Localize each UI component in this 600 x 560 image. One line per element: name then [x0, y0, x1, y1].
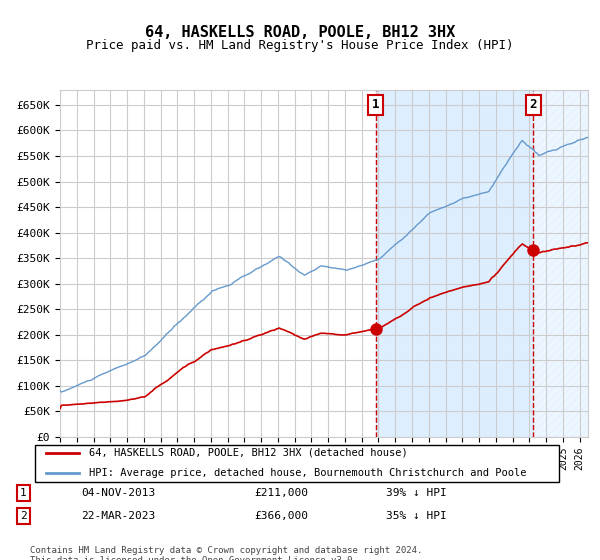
- Text: £211,000: £211,000: [254, 488, 308, 498]
- Text: 22-MAR-2023: 22-MAR-2023: [81, 511, 155, 521]
- Text: £366,000: £366,000: [254, 511, 308, 521]
- Bar: [376, 90, 533, 437]
- FancyBboxPatch shape: [35, 445, 559, 482]
- Text: 64, HASKELLS ROAD, POOLE, BH12 3HX (detached house): 64, HASKELLS ROAD, POOLE, BH12 3HX (deta…: [89, 448, 408, 458]
- Text: 2: 2: [529, 99, 537, 111]
- Text: 04-NOV-2013: 04-NOV-2013: [81, 488, 155, 498]
- Text: HPI: Average price, detached house, Bournemouth Christchurch and Poole: HPI: Average price, detached house, Bour…: [89, 468, 527, 478]
- Text: 2: 2: [20, 511, 27, 521]
- Text: 39% ↓ HPI: 39% ↓ HPI: [386, 488, 447, 498]
- Text: Contains HM Land Registry data © Crown copyright and database right 2024.
This d: Contains HM Land Registry data © Crown c…: [30, 546, 422, 560]
- Text: 1: 1: [372, 99, 380, 111]
- Text: 1: 1: [20, 488, 27, 498]
- Bar: [533, 90, 588, 437]
- Text: 64, HASKELLS ROAD, POOLE, BH12 3HX: 64, HASKELLS ROAD, POOLE, BH12 3HX: [145, 25, 455, 40]
- Text: 35% ↓ HPI: 35% ↓ HPI: [386, 511, 447, 521]
- Text: Price paid vs. HM Land Registry's House Price Index (HPI): Price paid vs. HM Land Registry's House …: [86, 39, 514, 52]
